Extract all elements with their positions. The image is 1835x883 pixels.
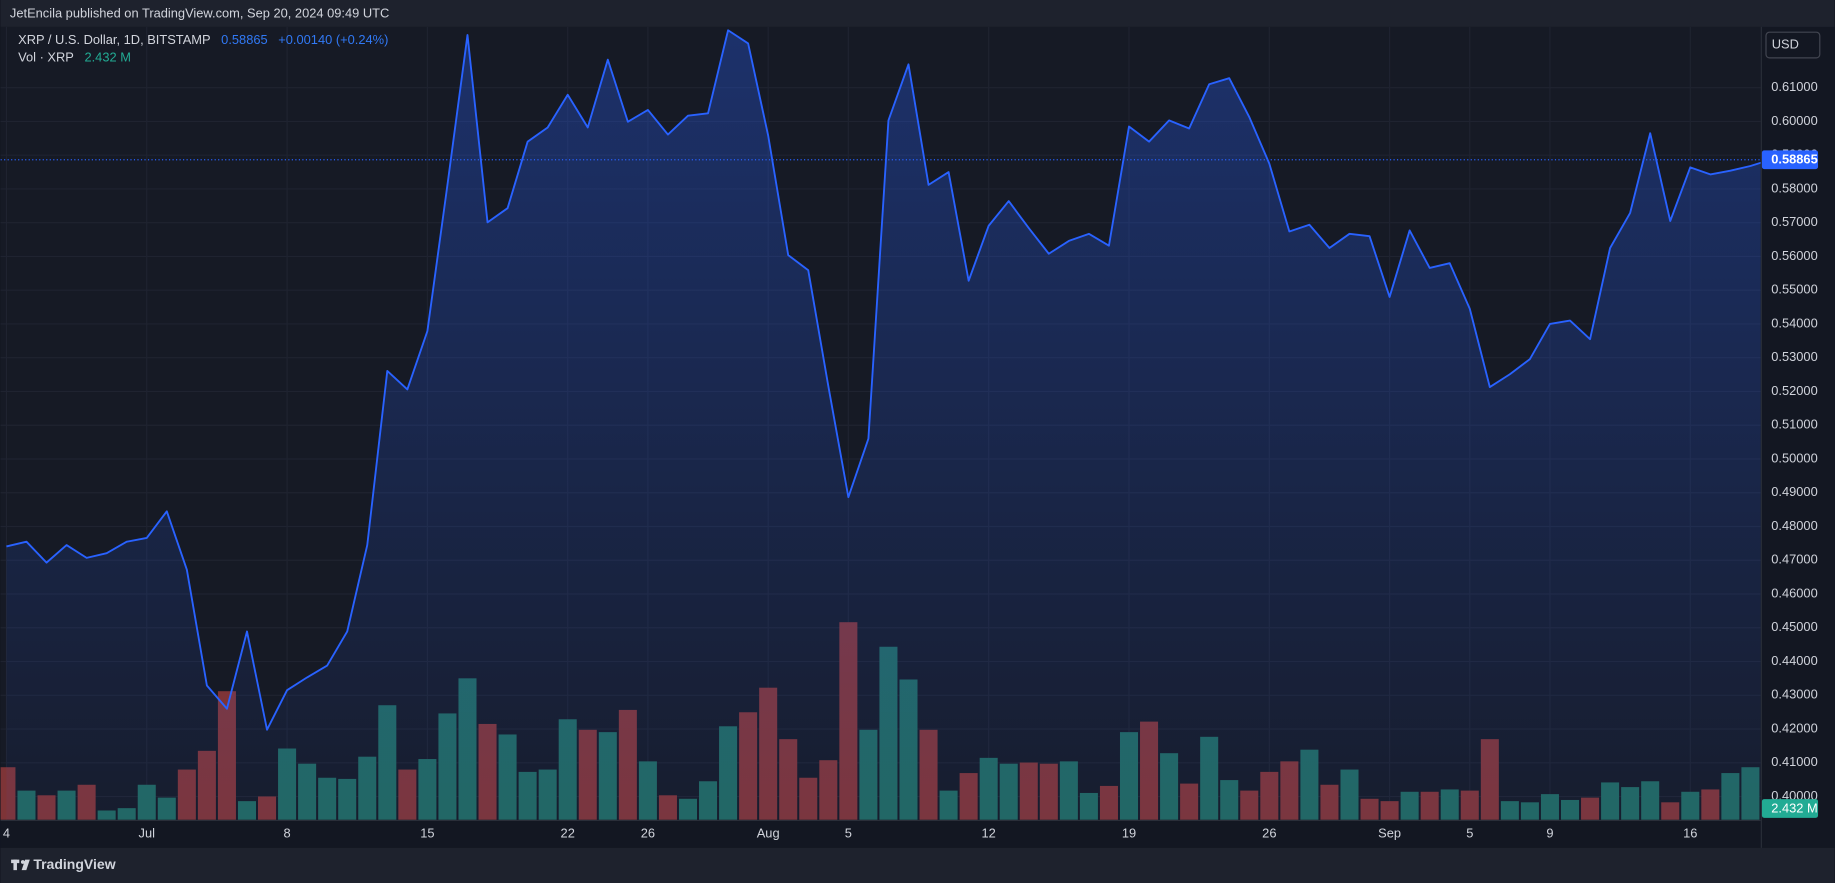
y-tick-label: 0.44000 [1771, 653, 1817, 668]
y-tick-label: 0.47000 [1771, 552, 1817, 567]
legend-volume-value: 2.432 M [84, 50, 130, 65]
logo-part [20, 860, 25, 864]
logo-part [21, 859, 30, 871]
y-tick-label: 0.50000 [1771, 450, 1817, 465]
legend-change: +0.00140 (+0.24%) [278, 32, 388, 47]
x-tick-label: 5 [1466, 825, 1473, 840]
volume-badge-label: 2.432 M [1771, 800, 1817, 815]
x-tick-label: 9 [1546, 825, 1553, 840]
y-tick-label: 0.58000 [1771, 180, 1817, 195]
x-tick-label: Sep [1378, 825, 1401, 840]
x-tick-label: Jul [139, 825, 155, 840]
last-price-label: 0.58865 [1771, 152, 1817, 167]
y-tick-label: 0.55000 [1771, 282, 1817, 297]
y-tick-label: 0.48000 [1771, 518, 1817, 533]
logo-part [13, 859, 17, 871]
legend-last-price: 0.58865 [221, 32, 267, 47]
x-tick-label: 26 [1262, 825, 1276, 840]
x-tick-label: 19 [1122, 825, 1136, 840]
y-tick-label: 0.56000 [1771, 248, 1817, 263]
legend-price: XRP / U.S. Dollar, 1D, BITSTAMP 0.58865 … [18, 32, 388, 47]
publish-header: JetEncila published on TradingView.com, … [10, 5, 389, 20]
currency-button[interactable] [1765, 31, 1821, 59]
x-tick-label: Aug [757, 825, 780, 840]
y-tick-label: 0.49000 [1771, 484, 1817, 499]
x-tick-label: 4 [3, 825, 10, 840]
tradingview-logo [11, 859, 30, 871]
y-tick-label: 0.52000 [1771, 383, 1817, 398]
x-tick-label: 15 [420, 825, 434, 840]
plot-area [0, 29, 1761, 820]
y-tick-label: 0.61000 [1771, 79, 1817, 94]
footer-bar [0, 847, 1835, 883]
y-tick-label: 0.60000 [1771, 113, 1817, 128]
y-tick-label: 0.45000 [1771, 619, 1817, 634]
y-tick-label: 0.51000 [1771, 417, 1817, 432]
price-area [6, 30, 1761, 820]
x-tick-label: 8 [283, 825, 290, 840]
legend-volume-name: Vol · XRP [18, 50, 74, 65]
y-tick-label: 0.46000 [1771, 585, 1817, 600]
y-tick-label: 0.54000 [1771, 315, 1817, 330]
last-price-badge [1761, 150, 1819, 170]
x-tick-label: 5 [845, 825, 852, 840]
x-tick-label: 26 [641, 825, 655, 840]
y-tick-label: 0.57000 [1771, 214, 1817, 229]
y-tick-label: 0.43000 [1771, 687, 1817, 702]
x-tick-label: 16 [1683, 825, 1697, 840]
legend-volume: Vol · XRP 2.432 M [18, 50, 131, 65]
header-bar [0, 0, 1835, 27]
axes: 0.400000.410000.420000.430000.440000.450… [3, 79, 1819, 840]
x-tick-label: 12 [982, 825, 996, 840]
volume-badge [1761, 799, 1819, 818]
y-tick-label: 0.41000 [1771, 754, 1817, 769]
footer-brand: TradingView [33, 856, 115, 872]
price-line [6, 29, 1761, 731]
y-tick-label: 0.42000 [1771, 720, 1817, 735]
x-tick-label: 22 [561, 825, 575, 840]
y-tick-label: 0.53000 [1771, 349, 1817, 364]
currency-label: USD [1772, 36, 1799, 51]
legend-symbol: XRP / U.S. Dollar, 1D, BITSTAMP [18, 32, 210, 47]
